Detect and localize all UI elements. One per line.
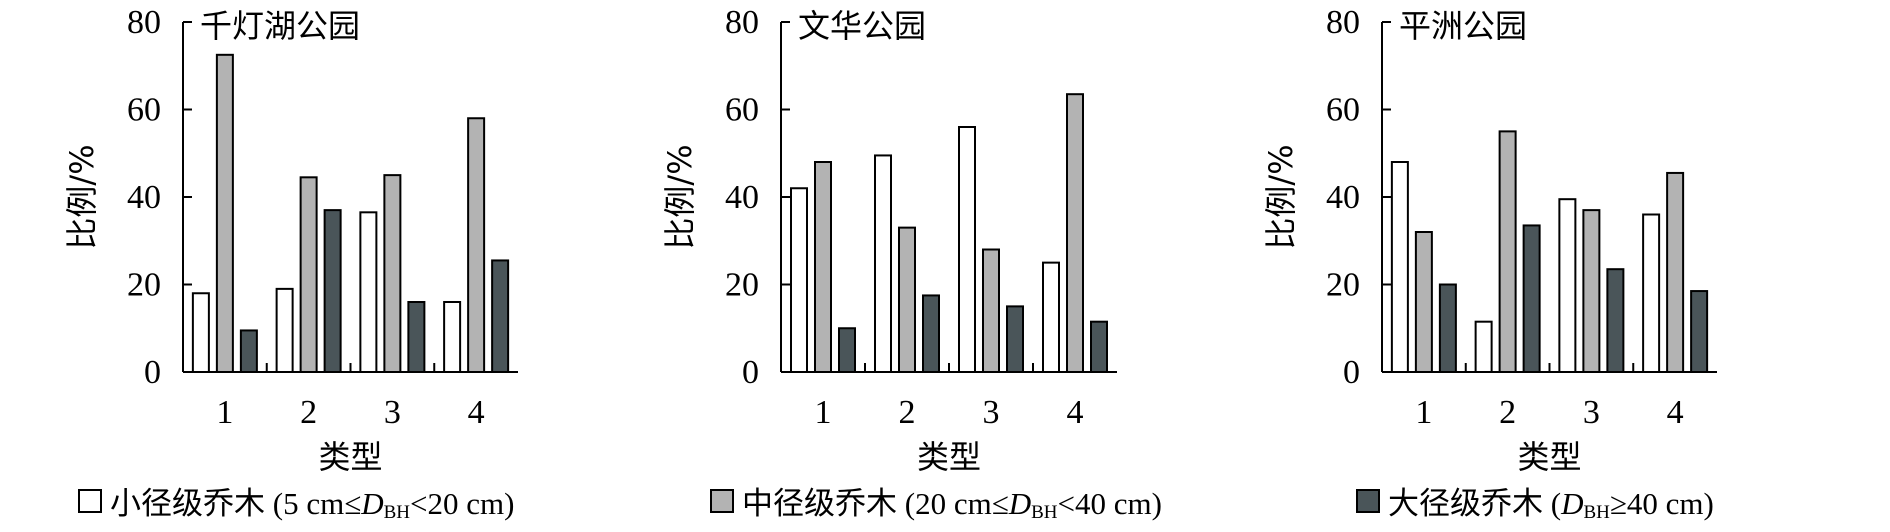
bar-small xyxy=(958,126,976,373)
bar-medium xyxy=(1582,209,1601,373)
y-axis-label: 比例/% xyxy=(63,144,101,249)
bar-medium xyxy=(982,248,1000,373)
x-axis-label: 类型 xyxy=(917,438,981,476)
legend: 小径级乔木 (5 cm≤DBH<20 cm) 中径级乔木 (20 cm≤DBH<… xyxy=(78,478,1890,524)
legend-item-large: 大径级乔木 (DBH≥40 cm) xyxy=(1356,478,1714,524)
bar-medium xyxy=(898,226,916,373)
bar-small xyxy=(359,211,378,373)
y-tick-label: 80 xyxy=(1326,4,1360,41)
panel-title: 千灯湖公园 xyxy=(200,7,360,45)
bar-large xyxy=(1690,290,1709,373)
legend-swatch-medium xyxy=(710,489,734,513)
bar-large xyxy=(838,327,856,373)
x-tick-label: 2 xyxy=(1499,394,1516,431)
bar-large xyxy=(407,301,426,373)
bar-large xyxy=(1006,305,1024,373)
x-tick-label: 2 xyxy=(899,394,916,431)
bar-medium xyxy=(1666,171,1685,373)
y-tick-label: 40 xyxy=(127,179,161,216)
y-tick-label: 0 xyxy=(742,354,759,391)
x-axis-label: 类型 xyxy=(318,438,382,476)
y-tick-label: 60 xyxy=(127,92,161,129)
x-tick-label: 3 xyxy=(983,394,1000,431)
bar-large xyxy=(922,294,940,373)
x-tick-label: 4 xyxy=(1067,394,1084,431)
x-tick-label: 2 xyxy=(300,394,317,431)
bar-small xyxy=(191,292,210,373)
y-tick-label: 0 xyxy=(1343,354,1360,391)
y-tick-label: 20 xyxy=(1326,267,1360,304)
bar-medium xyxy=(215,53,234,373)
panel-title: 文华公园 xyxy=(798,7,926,45)
y-tick-label: 20 xyxy=(725,267,759,304)
legend-swatch-large xyxy=(1356,489,1380,513)
x-tick-label: 1 xyxy=(1415,394,1432,431)
bar-small xyxy=(275,287,294,373)
bar-small xyxy=(1642,213,1661,373)
bar-large xyxy=(239,329,258,373)
legend-label-medium: 中径级乔木 (20 cm≤DBH<40 cm) xyxy=(742,486,1162,523)
bar-medium xyxy=(299,176,318,373)
legend-item-small: 小径级乔木 (5 cm≤DBH<20 cm) xyxy=(78,478,514,524)
bar-large xyxy=(491,259,510,373)
x-tick-label: 4 xyxy=(1667,394,1684,431)
bar-large xyxy=(1522,224,1541,373)
bar-small xyxy=(874,154,892,373)
x-tick-label: 4 xyxy=(468,394,485,431)
y-tick-label: 40 xyxy=(1326,179,1360,216)
bar-medium xyxy=(814,161,832,373)
bar-small xyxy=(1474,320,1493,373)
bar-medium xyxy=(1498,130,1517,373)
bar-small xyxy=(1042,261,1060,373)
bar-medium xyxy=(1414,231,1433,373)
y-tick-label: 60 xyxy=(1326,92,1360,129)
x-tick-label: 3 xyxy=(1583,394,1600,431)
bar-medium xyxy=(467,117,486,373)
y-axis-label: 比例/% xyxy=(1262,144,1300,249)
bar-large xyxy=(1438,283,1457,373)
bar-medium xyxy=(383,174,402,373)
bar-large xyxy=(1606,268,1625,373)
bar-small xyxy=(1390,161,1409,373)
bar-large xyxy=(323,209,342,373)
y-tick-label: 40 xyxy=(725,179,759,216)
legend-swatch-small xyxy=(78,489,102,513)
x-tick-label: 1 xyxy=(216,394,233,431)
bar-large xyxy=(1090,320,1108,373)
x-axis-label: 类型 xyxy=(1517,438,1581,476)
y-tick-label: 60 xyxy=(725,92,759,129)
y-tick-label: 20 xyxy=(127,267,161,304)
y-axis-label: 比例/% xyxy=(661,144,699,249)
legend-item-medium: 中径级乔木 (20 cm≤DBH<40 cm) xyxy=(710,478,1162,524)
legend-label-large: 大径级乔木 (DBH≥40 cm) xyxy=(1388,486,1714,523)
bar-small xyxy=(1558,198,1577,373)
y-tick-label: 80 xyxy=(127,4,161,41)
panel-title: 平洲公园 xyxy=(1399,7,1527,45)
bar-small xyxy=(443,301,462,373)
x-tick-label: 3 xyxy=(384,394,401,431)
bar-small xyxy=(790,187,808,373)
y-tick-label: 0 xyxy=(144,354,161,391)
y-tick-label: 80 xyxy=(725,4,759,41)
legend-label-small: 小径级乔木 (5 cm≤DBH<20 cm) xyxy=(110,486,515,523)
bar-medium xyxy=(1066,93,1084,373)
x-tick-label: 1 xyxy=(815,394,832,431)
